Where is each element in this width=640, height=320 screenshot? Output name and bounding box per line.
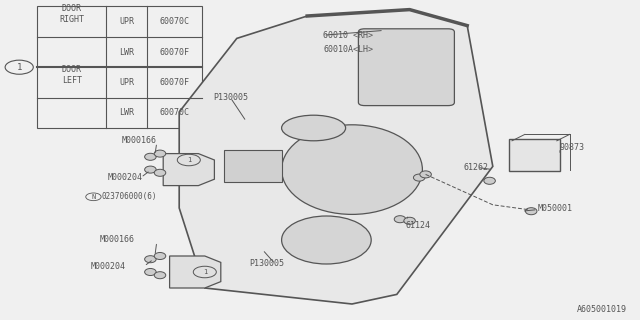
FancyBboxPatch shape bbox=[509, 139, 560, 171]
Polygon shape bbox=[179, 10, 493, 304]
Ellipse shape bbox=[404, 217, 415, 224]
Text: P130005: P130005 bbox=[213, 93, 248, 102]
Ellipse shape bbox=[145, 256, 156, 263]
Text: UPR: UPR bbox=[119, 78, 134, 87]
Ellipse shape bbox=[145, 166, 156, 173]
Text: M000204: M000204 bbox=[108, 173, 143, 182]
Ellipse shape bbox=[145, 153, 156, 160]
Ellipse shape bbox=[154, 272, 166, 279]
Text: DOOR
RIGHT: DOOR RIGHT bbox=[59, 4, 84, 24]
Text: 61262: 61262 bbox=[464, 163, 489, 172]
Text: N: N bbox=[92, 194, 95, 200]
Text: M000166: M000166 bbox=[99, 236, 134, 244]
Ellipse shape bbox=[282, 125, 422, 214]
Ellipse shape bbox=[282, 216, 371, 264]
Text: LWR: LWR bbox=[119, 47, 134, 57]
Bar bbox=[37, 6, 202, 128]
Text: 1: 1 bbox=[17, 63, 22, 72]
Ellipse shape bbox=[154, 169, 166, 176]
Text: UPR: UPR bbox=[119, 17, 134, 26]
Text: DOOR
LEFT: DOOR LEFT bbox=[61, 65, 82, 84]
Text: 1: 1 bbox=[187, 157, 191, 163]
Text: 61124: 61124 bbox=[405, 221, 430, 230]
Text: M050001: M050001 bbox=[538, 204, 573, 213]
Text: LWR: LWR bbox=[119, 108, 134, 117]
FancyBboxPatch shape bbox=[358, 29, 454, 106]
Text: 60070C: 60070C bbox=[159, 108, 189, 117]
Text: A605001019: A605001019 bbox=[577, 305, 627, 314]
Text: 60010A<LH>: 60010A<LH> bbox=[323, 45, 373, 54]
Text: M000166: M000166 bbox=[122, 136, 157, 145]
Ellipse shape bbox=[420, 171, 431, 178]
Text: 023706000(6): 023706000(6) bbox=[101, 192, 157, 201]
Polygon shape bbox=[163, 154, 214, 186]
Text: M000204: M000204 bbox=[91, 262, 126, 271]
Text: 1: 1 bbox=[203, 269, 207, 275]
Polygon shape bbox=[170, 256, 221, 288]
Ellipse shape bbox=[394, 216, 406, 223]
Ellipse shape bbox=[282, 115, 346, 141]
Text: 60070C: 60070C bbox=[159, 17, 189, 26]
Text: 60070F: 60070F bbox=[159, 78, 189, 87]
Text: P130005: P130005 bbox=[250, 260, 285, 268]
Bar bbox=[224, 150, 282, 182]
Ellipse shape bbox=[413, 174, 425, 181]
Ellipse shape bbox=[145, 268, 156, 276]
Text: 60070F: 60070F bbox=[159, 47, 189, 57]
Text: 90873: 90873 bbox=[560, 143, 585, 152]
Ellipse shape bbox=[154, 150, 166, 157]
Ellipse shape bbox=[154, 252, 166, 260]
Ellipse shape bbox=[525, 208, 537, 215]
Text: 60010 <RH>: 60010 <RH> bbox=[323, 31, 373, 40]
Ellipse shape bbox=[484, 177, 495, 184]
